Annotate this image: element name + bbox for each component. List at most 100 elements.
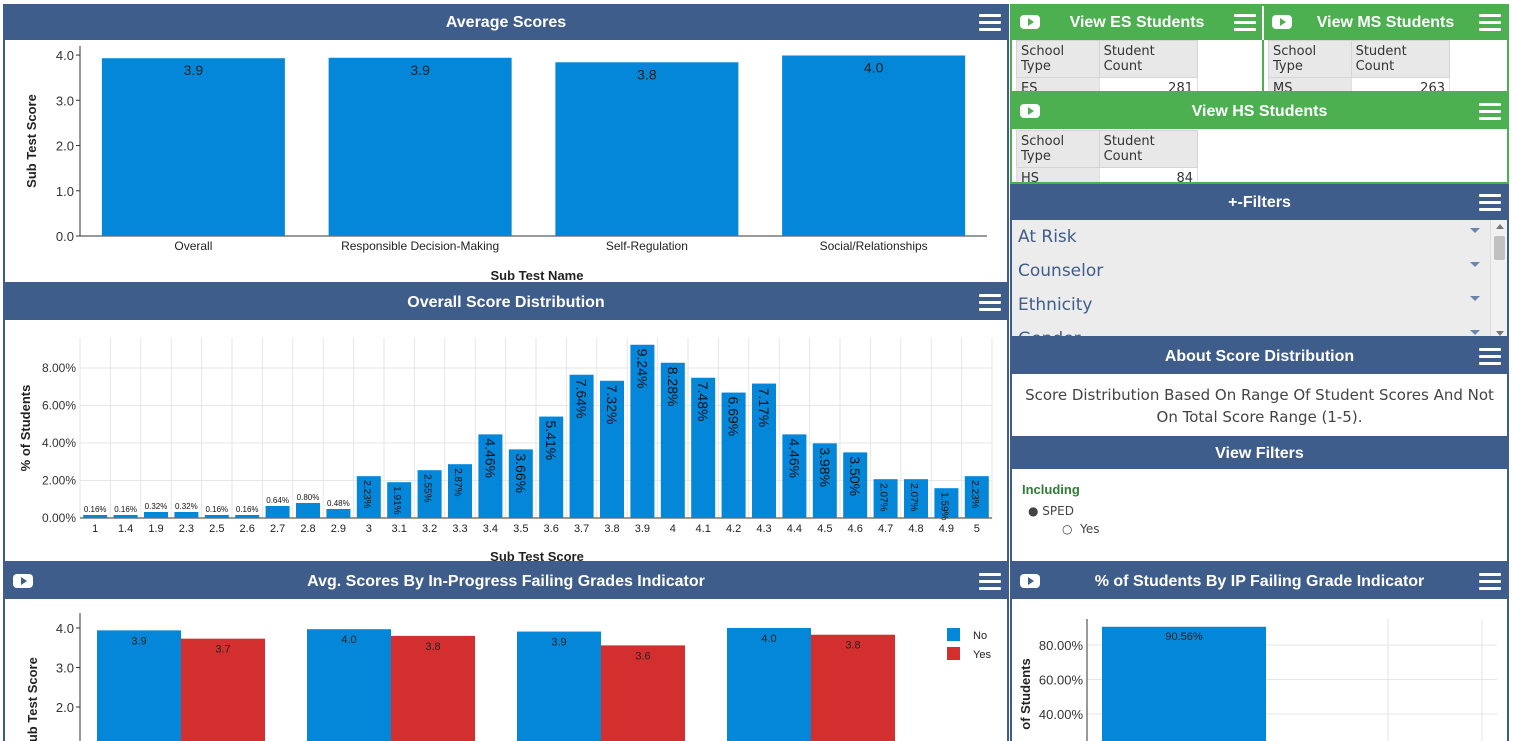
bar — [356, 476, 381, 518]
ms-table: School Type Student Count MS 263 — [1268, 40, 1451, 91]
column-header: School Type — [1016, 40, 1100, 78]
youtube-icon[interactable] — [1020, 104, 1040, 118]
bar — [181, 638, 265, 741]
failing-scores-panel: Avg. Scores By In-Progress Failing Grade… — [3, 563, 1009, 741]
x-tick-label: 2.5 — [209, 523, 224, 535]
student-count-cell: 84 — [1098, 167, 1199, 182]
data-label: 7.64% — [574, 379, 590, 419]
x-tick-label: 3.4 — [483, 523, 498, 535]
bullet-icon: ● — [1028, 504, 1043, 518]
x-tick-label: Responsible Decision-Making — [341, 239, 499, 253]
scrollbar[interactable] — [1490, 220, 1507, 336]
filter-counselor[interactable]: Counselor — [1012, 254, 1492, 288]
x-tick-label: 4.3 — [756, 523, 771, 535]
panel-header: Overall Score Distribution — [5, 286, 1007, 320]
panel-header: % of Students By IP Failing Grade Indica… — [1012, 565, 1507, 599]
bar — [782, 434, 807, 518]
x-tick-label: 2.6 — [240, 523, 255, 535]
filter-label: Counselor — [1018, 261, 1104, 281]
bar — [812, 443, 837, 518]
data-label: 3.9 — [131, 635, 146, 647]
filter-at-risk[interactable]: At Risk — [1012, 220, 1492, 254]
y-tick-label: 3.0 — [56, 661, 74, 676]
scroll-down-icon[interactable] — [1496, 331, 1504, 336]
bar — [601, 645, 685, 741]
bar — [843, 452, 868, 518]
menu-icon[interactable] — [1479, 348, 1501, 366]
youtube-icon[interactable] — [1020, 574, 1040, 588]
filter-value: Yes — [1080, 522, 1100, 536]
youtube-icon[interactable] — [13, 574, 33, 588]
bar — [448, 464, 472, 518]
y-axis-title: Sub Test Score — [24, 94, 39, 188]
y-axis-title: of Students — [1018, 658, 1033, 730]
youtube-icon[interactable] — [1272, 15, 1292, 29]
menu-icon[interactable] — [1479, 194, 1501, 212]
about-text: Score Distribution Based On Range Of Stu… — [1012, 384, 1507, 428]
scroll-up-icon[interactable] — [1496, 224, 1504, 229]
es-header: View ES Students — [1012, 6, 1262, 40]
data-label: 7.32% — [604, 385, 620, 425]
y-axis-title: % of Students — [18, 385, 33, 472]
panel-title: Avg. Scores By In-Progress Failing Grade… — [307, 573, 705, 590]
menu-icon[interactable] — [979, 573, 1001, 591]
x-tick-label: 3.9 — [635, 523, 650, 535]
data-label: 7.48% — [695, 382, 711, 422]
filter-label: Gender — [1018, 329, 1081, 336]
y-tick-label: 60.00% — [1039, 673, 1084, 688]
data-label: 4.0 — [864, 60, 884, 76]
data-label: 2.55% — [422, 474, 433, 502]
distribution-chart: 8.00% 6.00% 4.00% 2.00% 0.00% 1 0.16% 1.4 0.16% 1… — [18, 338, 993, 561]
x-tick-label: 3.5 — [513, 523, 528, 535]
bar — [782, 55, 966, 236]
data-label: 3.7 — [215, 644, 230, 656]
filter-name: SPED — [1042, 504, 1074, 518]
es-ms-students-panel: View ES Students View MS Students School… — [1010, 4, 1509, 93]
bar — [660, 362, 685, 518]
filter-gender[interactable]: Gender — [1012, 322, 1492, 336]
data-label: 3.9 — [184, 62, 204, 78]
including-label: Including — [1022, 482, 1080, 497]
x-tick-label: 1 — [92, 523, 98, 535]
x-tick-label: 4.1 — [696, 523, 711, 535]
bar — [417, 470, 442, 518]
x-tick-label: Self-Regulation — [606, 239, 688, 253]
data-label: 1.59% — [938, 492, 949, 520]
menu-icon[interactable] — [979, 14, 1001, 32]
y-tick-label: 4.0 — [56, 621, 74, 636]
student-count-cell: 263 — [1350, 77, 1451, 91]
failing-scores-chart: 4.0 3.0 2.0 3.9 3.7 4.0 3.8 3.9 3.6 4.0 3.8 No Yes Su… — [25, 613, 991, 741]
youtube-icon[interactable] — [1020, 15, 1040, 29]
menu-icon[interactable] — [1479, 14, 1501, 32]
menu-icon[interactable] — [979, 294, 1001, 312]
menu-icon[interactable] — [1234, 14, 1256, 32]
bar — [387, 482, 412, 518]
data-label: 2.23% — [969, 480, 980, 508]
y-tick-label: 0.0 — [56, 229, 74, 244]
y-tick-label: 1.0 — [56, 184, 74, 199]
x-tick-label: Social/Relationships — [820, 239, 928, 253]
data-label: 3.98% — [817, 447, 833, 487]
bar — [478, 434, 503, 518]
data-label: 0.16% — [84, 505, 107, 514]
bar — [204, 515, 229, 518]
filter-ethnicity[interactable]: Ethnicity — [1012, 288, 1492, 322]
x-tick-label: 3 — [366, 523, 372, 535]
school-type-cell: ES — [1016, 77, 1100, 91]
legend-label: No — [973, 630, 987, 642]
bar — [752, 383, 776, 518]
x-tick-label: 4.6 — [848, 523, 863, 535]
average-scores-chart: 4.0 3.0 2.0 1.0 0.0 3.9 Overall 3.9 Responsible … — [24, 46, 987, 282]
x-tick-label: 2.9 — [331, 523, 346, 535]
panel-header: Avg. Scores By In-Progress Failing Grade… — [5, 565, 1007, 599]
bar — [600, 380, 624, 518]
data-label: 4.0 — [761, 633, 776, 645]
x-tick-label: 4.5 — [817, 523, 832, 535]
scroll-thumb[interactable] — [1494, 236, 1505, 260]
menu-icon[interactable] — [1479, 573, 1501, 591]
x-tick-label: 3.7 — [574, 523, 589, 535]
bar — [539, 416, 564, 518]
menu-icon[interactable] — [1479, 103, 1501, 121]
x-tick-label: 4.9 — [939, 523, 954, 535]
about-line: On Total Score Range (1-5). — [1156, 408, 1363, 426]
